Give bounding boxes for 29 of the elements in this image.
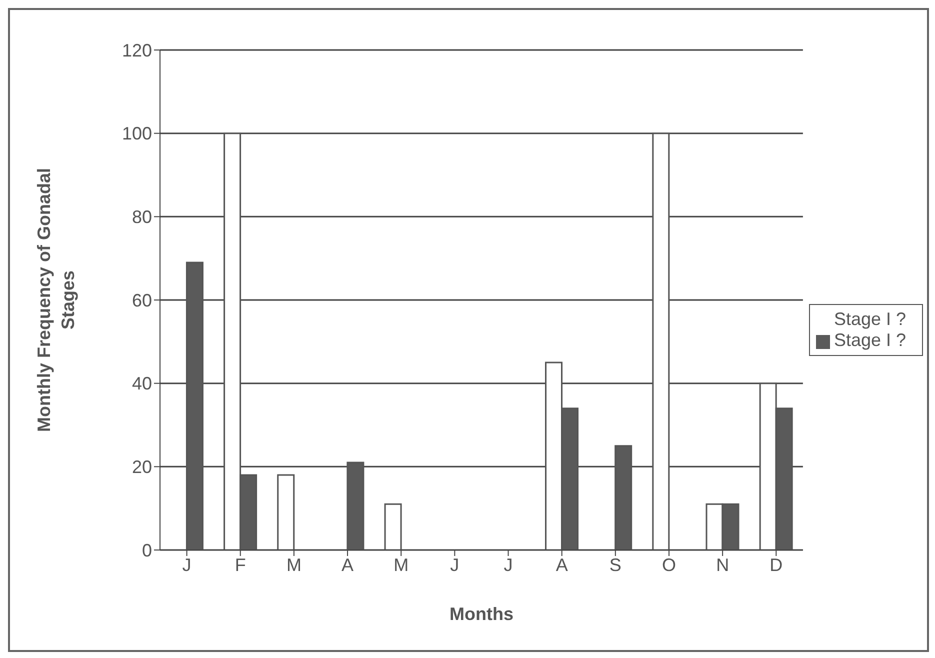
bar: [186, 262, 204, 550]
bar: [277, 474, 295, 550]
x-tick-label: A: [342, 554, 354, 575]
x-axis-title: Months: [449, 604, 514, 624]
y-axis-title: Monthly Frequency of Gonadal Stages: [34, 168, 78, 432]
bar: [614, 445, 632, 550]
text: Stage I ?: [834, 309, 906, 329]
x-tick-label: J: [450, 554, 460, 575]
x-tick-label: A: [556, 554, 568, 575]
x-tick-label: J: [182, 554, 192, 575]
y-tick-label: 80: [132, 207, 152, 228]
x-tick-label: O: [662, 554, 676, 575]
x-tick-label: N: [716, 554, 730, 575]
legend-label: Stage I ?: [834, 330, 906, 350]
x-tick-label: D: [770, 554, 783, 575]
y-tick-label: 120: [122, 40, 152, 60]
y-tick-label: 0: [142, 540, 152, 560]
x-tick-label: M: [394, 554, 409, 575]
y-tick-label: 40: [132, 374, 152, 394]
bar: [384, 503, 402, 550]
y-tick-label: 100: [122, 124, 152, 144]
x-tick-label: S: [609, 554, 622, 575]
x-tick-label: F: [234, 554, 246, 575]
bar: [652, 132, 670, 550]
y-tick-label: 60: [132, 290, 152, 310]
x-tick-label: J: [504, 554, 513, 575]
bar: [346, 462, 364, 550]
y-tick-label: 20: [132, 457, 152, 478]
x-tick-label: M: [286, 554, 302, 575]
